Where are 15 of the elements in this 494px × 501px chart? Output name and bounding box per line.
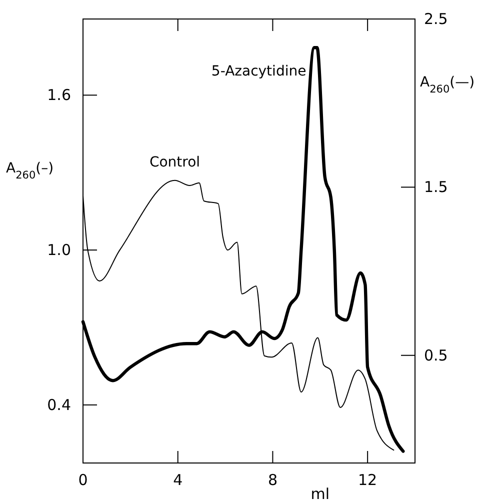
x-tick-label: 8 [268,471,278,489]
y2-tick-label: 2.5 [424,10,448,28]
x-axis-title: ml [310,485,330,501]
y-tick-label: 1.6 [47,86,71,104]
series-label: 5-Azacytidine [211,64,306,80]
y2-axis-title: A$_{260}$(—) [420,74,475,96]
x-tick-label: 12 [358,471,378,489]
y-axis-title: A$_{260}$(–) [6,160,54,182]
x-tick-label: 0 [78,471,88,489]
y-tick-label: 1.0 [47,241,71,260]
y2-tick-label: 1.5 [424,178,448,196]
y2-tick-label: 0.5 [424,346,448,364]
y-tick-label: 0.4 [47,396,71,414]
series-label: Control [149,154,200,170]
x-tick-label: 4 [173,471,183,489]
